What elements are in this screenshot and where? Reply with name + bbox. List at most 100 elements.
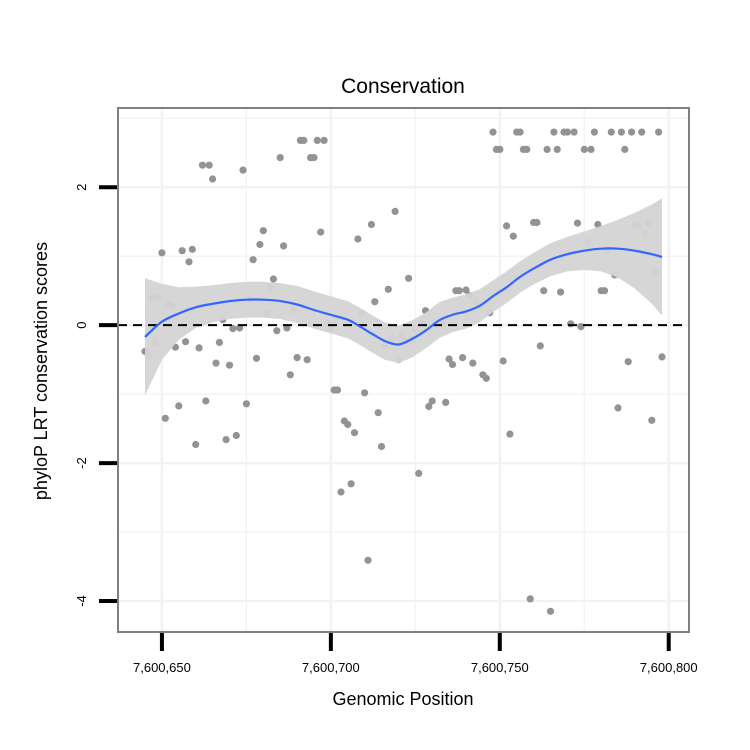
data-point <box>303 356 311 364</box>
y-tick-label: -4 <box>74 595 89 607</box>
data-point <box>523 145 531 153</box>
data-point <box>462 286 470 294</box>
data-point <box>249 256 257 264</box>
data-point <box>607 128 615 136</box>
x-axis-title: Genomic Position <box>332 689 473 709</box>
data-point <box>577 323 585 331</box>
grid-lines <box>118 108 689 632</box>
data-point <box>655 128 663 136</box>
data-point <box>415 469 423 477</box>
data-point <box>614 404 622 412</box>
data-point <box>624 358 632 366</box>
y-axis: 2 0 -2 -4 <box>74 184 117 607</box>
data-point <box>455 287 463 295</box>
data-point <box>202 397 210 405</box>
data-point <box>573 219 582 227</box>
data-point <box>286 371 294 379</box>
data-point <box>621 145 629 153</box>
data-point <box>600 287 609 295</box>
data-point <box>506 430 514 438</box>
data-point <box>405 274 413 282</box>
data-point <box>570 128 578 136</box>
smooth-fit-line <box>144 247 663 346</box>
data-point <box>628 128 636 136</box>
data-point <box>232 431 240 440</box>
data-point <box>459 354 467 362</box>
data-point <box>161 414 169 422</box>
data-point <box>553 145 561 153</box>
data-point <box>344 420 352 429</box>
data-point <box>198 161 207 169</box>
x-tick-label: 7,600,750 <box>471 660 529 675</box>
data-point <box>195 344 203 352</box>
x-axis: 7,600,650 7,600,700 7,600,750 7,600,800 <box>133 633 698 675</box>
data-point <box>482 374 490 382</box>
data-point <box>273 327 281 335</box>
data-point <box>384 285 392 293</box>
y-axis-title: phyloP LRT conservation scores <box>31 242 51 500</box>
data-point <box>503 222 511 230</box>
data-point <box>276 154 284 162</box>
data-point <box>374 409 382 417</box>
data-point <box>533 218 541 227</box>
data-point <box>178 247 186 255</box>
data-point <box>256 240 264 249</box>
data-point <box>425 402 433 411</box>
data-point <box>361 389 369 397</box>
data-point <box>445 355 453 363</box>
x-tick-label: 7,600,800 <box>640 660 698 675</box>
data-point <box>391 207 399 215</box>
data-point <box>252 354 261 362</box>
data-point <box>280 242 288 250</box>
data-point <box>536 342 544 350</box>
data-point <box>337 488 345 496</box>
data-point <box>617 128 626 136</box>
data-point <box>648 416 656 424</box>
data-point <box>209 175 217 183</box>
data-point <box>313 136 321 144</box>
data-point <box>364 556 372 564</box>
data-point <box>269 275 277 283</box>
data-point <box>658 353 666 361</box>
data-point <box>175 402 183 410</box>
data-point <box>300 136 308 144</box>
confidence-ribbon <box>145 198 662 396</box>
data-point <box>192 440 200 449</box>
y-tick-label: 0 <box>74 322 89 329</box>
data-point <box>354 235 362 243</box>
x-tick-label: 7,600,650 <box>133 660 191 675</box>
data-point <box>590 128 599 136</box>
data-point <box>229 325 237 333</box>
data-point <box>259 227 267 235</box>
data-point <box>215 338 223 346</box>
data-point <box>442 398 450 406</box>
y-tick-label: 2 <box>74 184 89 191</box>
data-point <box>489 128 497 136</box>
data-point <box>310 154 318 162</box>
data-point <box>546 607 555 615</box>
data-point <box>350 429 359 437</box>
data-point <box>557 288 565 296</box>
data-point <box>594 220 602 229</box>
data-point <box>469 359 477 367</box>
data-point <box>182 338 190 346</box>
data-point <box>188 245 196 253</box>
data-point <box>212 359 220 367</box>
data-point <box>509 232 517 240</box>
data-point <box>540 287 548 295</box>
data-point <box>317 228 325 236</box>
data-point <box>367 220 375 229</box>
data-point <box>550 128 558 136</box>
data-point <box>158 249 166 257</box>
data-point <box>185 258 193 266</box>
data-point <box>526 595 534 603</box>
data-point <box>377 442 386 451</box>
data-point <box>428 397 436 405</box>
data-point <box>638 128 646 136</box>
data-point <box>239 166 247 174</box>
data-point <box>205 161 213 169</box>
panel-background <box>118 108 689 632</box>
data-point <box>222 436 230 444</box>
panel-border <box>117 107 690 633</box>
